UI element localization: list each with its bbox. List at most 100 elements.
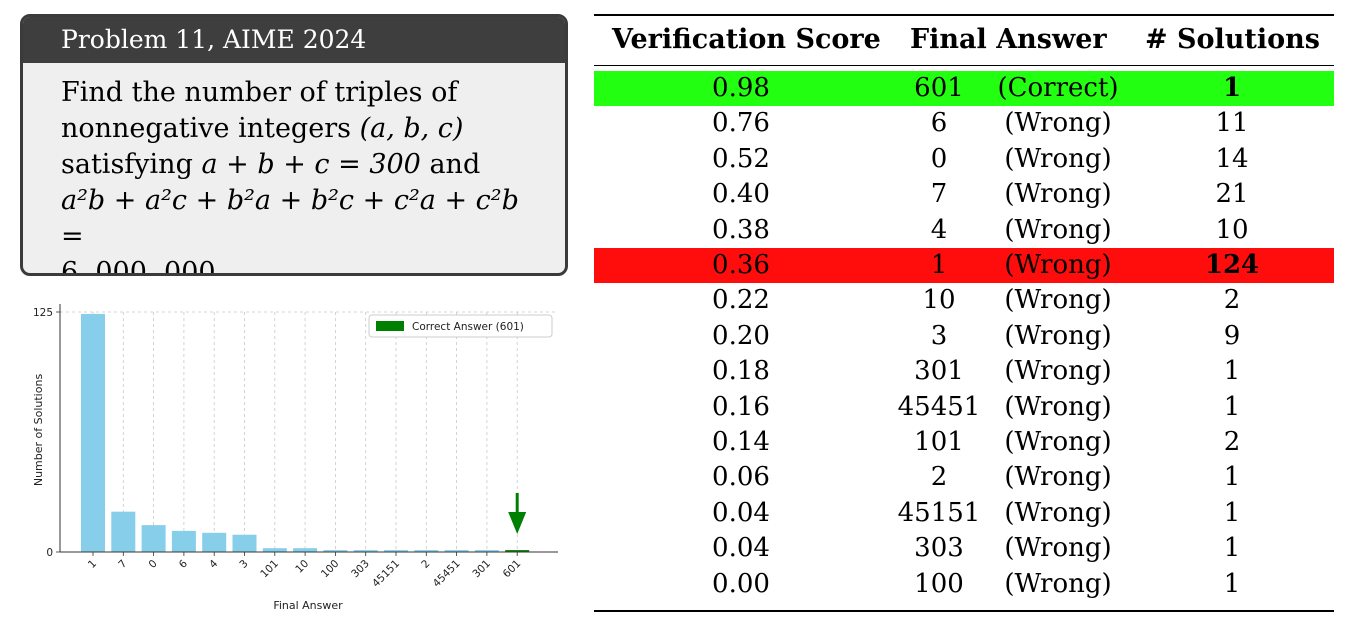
- table-bottom-rule: [594, 610, 1334, 612]
- problem-line-3-post: and: [429, 149, 481, 180]
- bar: [293, 548, 318, 552]
- row-score: 0.18: [712, 356, 770, 387]
- x-tick-label: 7: [116, 558, 129, 571]
- bar: [414, 550, 439, 552]
- row-score: 0.04: [712, 533, 770, 564]
- row-solutions: 21: [1215, 179, 1249, 210]
- row-final-answer: 601: [914, 73, 964, 103]
- problem-term-equation-text: a²b + a²c + b²a + b²c + c²a + c²b =: [61, 185, 519, 252]
- table-header-rule: [594, 65, 1334, 66]
- problem-line-2: nonnegative integers (a, b, c): [61, 111, 545, 147]
- problem-line-3-pre: satisfying: [61, 149, 193, 180]
- row-score: 0.16: [712, 391, 770, 422]
- row-status: (Wrong): [1004, 179, 1112, 210]
- x-tick-label: 1: [86, 558, 99, 571]
- row-final-answer: 10: [922, 285, 956, 316]
- x-tick-label: 4: [207, 557, 220, 570]
- row-final-answer: 303: [914, 533, 964, 564]
- header-solutions: # Solutions: [1145, 24, 1320, 55]
- bar: [384, 550, 408, 552]
- row-status: (Wrong): [1004, 391, 1112, 422]
- row-status: (Correct): [997, 73, 1119, 103]
- x-tick-label: 45451: [431, 558, 463, 590]
- row-score: 0.98: [712, 73, 770, 103]
- table-row: 0.36 1 (Wrong) 124: [594, 248, 1334, 283]
- row-final-answer: 45451: [897, 391, 981, 422]
- table-row: 0.04 45151 (Wrong) 1: [594, 496, 1334, 531]
- row-solutions: 9: [1223, 320, 1241, 351]
- row-solutions: 14: [1215, 143, 1249, 174]
- header-verification-score: Verification Score: [612, 24, 881, 55]
- problem-value: 6, 000, 000.: [61, 257, 225, 276]
- row-status: (Wrong): [1004, 427, 1112, 457]
- row-final-answer: 1: [930, 250, 948, 280]
- problem-line-2-text: nonnegative integers: [61, 113, 351, 144]
- row-final-answer: 2: [930, 462, 948, 493]
- header-final-answer: Final Answer: [910, 24, 1107, 55]
- row-solutions: 1: [1222, 73, 1242, 103]
- row-score: 0.22: [712, 285, 770, 316]
- table-row: 0.52 0 (Wrong) 14: [594, 142, 1334, 177]
- row-score: 0.76: [712, 108, 770, 139]
- bar: [262, 548, 287, 552]
- problem-box: Problem 11, AIME 2024 Find the number of…: [20, 14, 568, 276]
- table-row: 0.76 6 (Wrong) 11: [594, 106, 1334, 141]
- row-status: (Wrong): [1004, 462, 1112, 493]
- table-row: 0.06 2 (Wrong) 1: [594, 460, 1334, 495]
- row-status: (Wrong): [1004, 568, 1112, 599]
- problem-title: Problem 11, AIME 2024: [23, 17, 565, 63]
- x-tick-label: 2: [419, 558, 432, 571]
- x-axis-label: Final Answer: [273, 599, 343, 612]
- row-solutions: 2: [1223, 285, 1241, 316]
- row-status: (Wrong): [1004, 108, 1112, 139]
- row-score: 0.00: [712, 568, 770, 599]
- table-row: 0.40 7 (Wrong) 21: [594, 177, 1334, 212]
- row-score: 0.36: [712, 250, 770, 280]
- table-row: 0.14 101 (Wrong) 2: [594, 425, 1334, 460]
- x-tick-label: 101: [258, 558, 281, 581]
- correct-answer-arrow: [508, 493, 527, 534]
- problem-triple: (a, b, c): [359, 113, 464, 144]
- x-tick-label: 45151: [370, 558, 402, 590]
- y-tick-label: 125: [33, 307, 53, 319]
- table-row: 0.38 4 (Wrong) 10: [594, 213, 1334, 248]
- x-tick-label: 0: [147, 558, 160, 571]
- bar: [171, 530, 196, 552]
- bar: [444, 550, 469, 552]
- row-final-answer: 45151: [897, 497, 981, 528]
- bars-layer: [81, 313, 530, 552]
- legend-label: Correct Answer (601): [412, 321, 524, 333]
- table-row: 0.20 3 (Wrong) 9: [594, 319, 1334, 354]
- row-status: (Wrong): [1004, 285, 1112, 316]
- row-solutions: 10: [1215, 214, 1249, 245]
- row-final-answer: 100: [914, 568, 964, 599]
- arrow-head: [508, 512, 527, 534]
- x-tick-label: 3: [237, 558, 250, 571]
- x-tick-label: 10: [293, 558, 311, 576]
- row-solutions: 1: [1223, 462, 1241, 493]
- row-score: 0.20: [712, 320, 770, 351]
- bar: [232, 534, 257, 552]
- problem-sum-equation: a + b + c = 300: [201, 149, 421, 180]
- problem-line-3: satisfying a + b + c = 300 and: [61, 147, 545, 183]
- row-status: (Wrong): [1004, 143, 1112, 174]
- row-solutions: 1: [1223, 391, 1241, 422]
- row-solutions: 11: [1215, 108, 1249, 139]
- x-tick-label: 301: [470, 558, 493, 581]
- row-final-answer: 7: [930, 179, 948, 210]
- row-score: 0.40: [712, 179, 770, 210]
- row-solutions: 1: [1223, 497, 1241, 528]
- row-status: (Wrong): [1004, 320, 1112, 351]
- bar: [141, 525, 166, 552]
- row-final-answer: 3: [930, 320, 948, 351]
- x-tick-label: 601: [501, 558, 524, 581]
- row-solutions: 2: [1223, 427, 1241, 457]
- row-final-answer: 0: [930, 143, 948, 174]
- problem-line-1: Find the number of triples of: [61, 77, 458, 108]
- row-score: 0.38: [712, 214, 770, 245]
- chart-legend: Correct Answer (601): [368, 314, 553, 338]
- legend-swatch: [376, 321, 404, 331]
- x-tick-label: 6: [177, 557, 190, 570]
